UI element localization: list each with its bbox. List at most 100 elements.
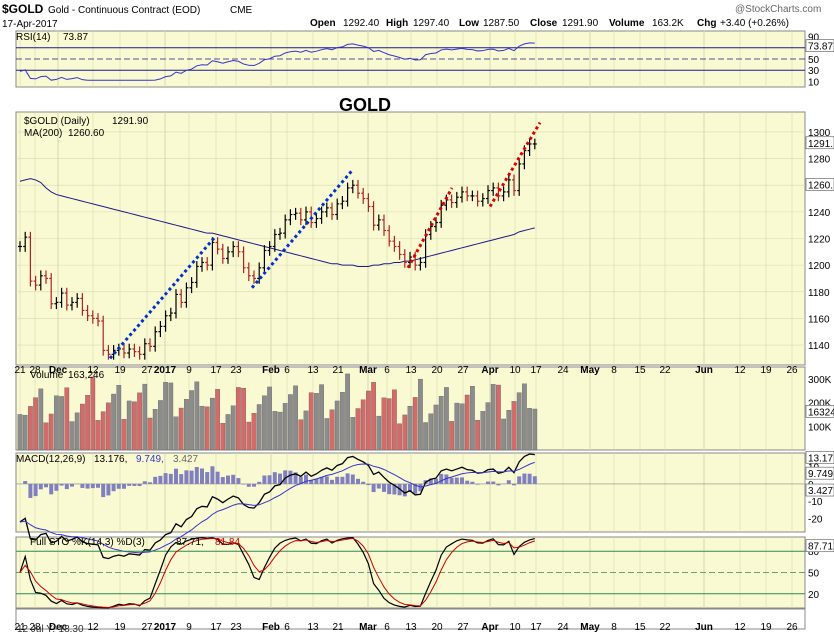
macd-histogram-bar bbox=[122, 483, 126, 489]
sto-tick-label: 50 bbox=[808, 569, 820, 580]
macd-histogram-bar bbox=[434, 478, 438, 484]
x-tick-label: 8 bbox=[611, 622, 617, 633]
volume-bar bbox=[527, 408, 532, 451]
macd-histogram-bar bbox=[179, 474, 184, 484]
macd-histogram-bar bbox=[496, 483, 501, 486]
x-tick-label-top: 19 bbox=[760, 365, 772, 376]
volume-bar bbox=[532, 408, 538, 451]
volume-bar bbox=[334, 400, 340, 451]
x-tick-label: 27 bbox=[457, 622, 469, 633]
volume-bar bbox=[262, 395, 267, 451]
volume-bar bbox=[241, 387, 246, 451]
macd-histogram-bar bbox=[252, 483, 256, 487]
volume-bar bbox=[59, 396, 64, 451]
volume-bar bbox=[210, 397, 215, 451]
volume-bar bbox=[397, 423, 402, 451]
macd-histogram-bar bbox=[184, 470, 189, 484]
x-tick-label-top: 15 bbox=[634, 365, 646, 376]
sto-value-tag: 87.71 bbox=[808, 542, 833, 553]
macd-panel bbox=[16, 453, 805, 560]
rsi-label: RSI(14) bbox=[16, 32, 50, 43]
volume-bar bbox=[74, 412, 80, 451]
volume-bar bbox=[267, 386, 272, 451]
macd-tick-label: -10 bbox=[808, 497, 823, 508]
volume-bar bbox=[95, 420, 101, 451]
macd-tag-3-box bbox=[805, 483, 834, 497]
macd-histogram-bar bbox=[413, 483, 418, 494]
volume-bar bbox=[293, 385, 298, 451]
macd-histogram-bar bbox=[465, 480, 470, 484]
ma-series-value: 1260.60 bbox=[68, 128, 105, 139]
volume-bar bbox=[168, 382, 174, 451]
rsi-tick-label: 90 bbox=[808, 33, 820, 44]
macd-histogram-bar bbox=[527, 473, 532, 484]
macd-histogram-bar bbox=[127, 483, 132, 486]
volume-bar bbox=[163, 382, 168, 451]
volume-tick-label: 100K bbox=[808, 422, 832, 433]
macd-histogram-bar bbox=[402, 483, 407, 497]
macd-histogram-bar bbox=[460, 477, 464, 484]
x-tick-label: 13 bbox=[307, 622, 319, 633]
volume-label: Volume bbox=[609, 18, 645, 29]
macd-histogram-bar bbox=[506, 480, 511, 484]
volume-bar bbox=[69, 421, 75, 451]
volume-bar bbox=[407, 405, 413, 451]
x-tick-label: Mar bbox=[359, 622, 377, 633]
x-tick-label-top: 19 bbox=[114, 365, 126, 376]
ma200-path bbox=[19, 178, 535, 267]
macd-histogram-bar bbox=[382, 483, 386, 492]
x-tick-label-top: 17 bbox=[210, 365, 222, 376]
x-tick-label: 23 bbox=[230, 622, 242, 633]
x-tick-label: 13 bbox=[405, 622, 417, 633]
macd-histogram-bar bbox=[408, 483, 412, 492]
macd-histogram-bar bbox=[257, 481, 262, 484]
macd-histogram-bar bbox=[163, 473, 168, 484]
gold-annotation: GOLD bbox=[339, 95, 391, 115]
trend-lines bbox=[108, 121, 542, 360]
date-label: 17-Apr-2017 bbox=[2, 19, 58, 30]
sto-d-line bbox=[19, 537, 535, 608]
x-tick-label-top: 13 bbox=[307, 365, 319, 376]
high-value: 1297.40 bbox=[413, 18, 450, 29]
macd-histogram-bar bbox=[205, 472, 210, 484]
volume-bar bbox=[303, 410, 309, 451]
volume-value-tag-box bbox=[805, 405, 834, 418]
x-tick-label-top: 26 bbox=[786, 365, 798, 376]
x-tick-label: May bbox=[580, 622, 600, 633]
macd-histogram-bar bbox=[23, 481, 28, 484]
macd-line bbox=[19, 453, 535, 560]
volume-bars bbox=[17, 373, 538, 451]
macd-histogram-bar bbox=[85, 483, 90, 489]
macd-histogram-bar bbox=[116, 483, 121, 489]
x-tick-label-top: 21 bbox=[14, 365, 26, 376]
macd-histogram-bar bbox=[194, 467, 199, 484]
y-axis-labels: 1300128012601240122012001180116011409070… bbox=[808, 33, 832, 601]
x-tick-label: 27 bbox=[141, 622, 153, 633]
macd-histogram-bar bbox=[439, 473, 444, 484]
macd-histogram-bar bbox=[148, 482, 152, 484]
x-tick-label-top: 6 bbox=[384, 365, 390, 376]
volume-bar bbox=[444, 387, 449, 451]
rsi-value-tag-box bbox=[805, 39, 834, 52]
macd-histogram-bar bbox=[449, 477, 454, 484]
x-tick-label: 21 bbox=[332, 622, 344, 633]
x-tick-label-top: 2017 bbox=[154, 365, 177, 376]
volume-bar bbox=[490, 384, 496, 451]
macd-histogram-bar bbox=[418, 483, 423, 492]
volume-bar bbox=[251, 413, 257, 451]
rsi-tick-label: 10 bbox=[808, 77, 820, 88]
volume-tick-label: 200K bbox=[808, 399, 832, 410]
volume-bar bbox=[371, 382, 376, 451]
volume-bar bbox=[329, 409, 335, 451]
sto-tick-label: 80 bbox=[808, 547, 820, 558]
x-tick-label-top: Feb bbox=[262, 365, 280, 376]
volume-bar bbox=[438, 396, 444, 451]
x-tick-label: 6 bbox=[384, 622, 390, 633]
macd-histogram-bar bbox=[293, 472, 298, 484]
volume-tick-label: 300K bbox=[808, 375, 832, 386]
volume-bar bbox=[22, 414, 28, 451]
volume-bar bbox=[423, 422, 428, 451]
volume-bar bbox=[319, 384, 324, 451]
volume-bar bbox=[277, 411, 283, 451]
macd-histogram-bar bbox=[158, 475, 163, 484]
